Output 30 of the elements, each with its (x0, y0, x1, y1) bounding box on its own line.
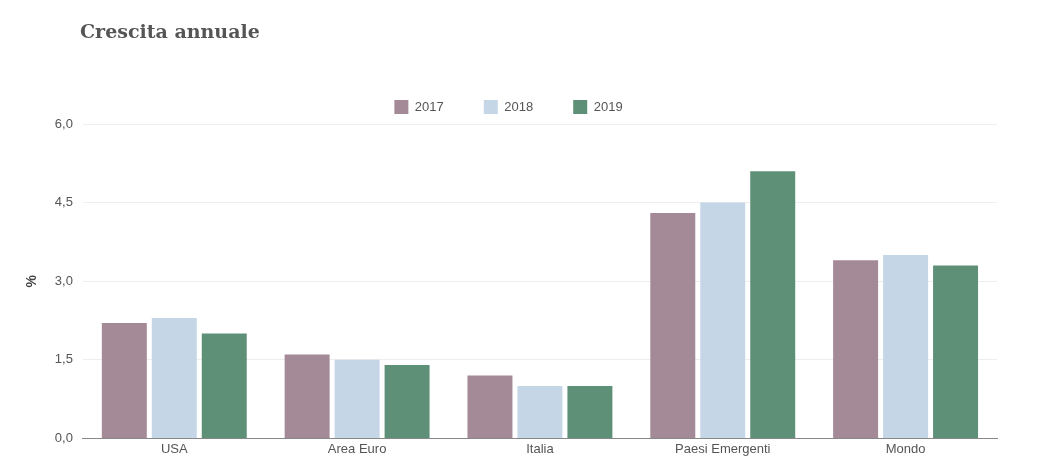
bar (101, 323, 147, 438)
bar (384, 365, 430, 438)
x-tick-label: Area Euro (327, 440, 387, 456)
bar (833, 260, 879, 438)
bar (284, 354, 330, 438)
bar (201, 333, 247, 438)
y-axis-title: % (23, 274, 40, 288)
bar (467, 375, 513, 438)
y-tick-label: 0,0 (54, 429, 73, 445)
y-tick-label: 3,0 (54, 272, 73, 288)
bar (933, 265, 979, 438)
bar (567, 386, 613, 438)
y-tick-label: 1,5 (54, 351, 73, 367)
bar (750, 171, 796, 438)
legend-label: 2017 (414, 98, 444, 114)
x-tick-label: Paesi Emergenti (675, 440, 771, 456)
bar (883, 255, 929, 438)
legend-label: 2018 (504, 98, 534, 114)
bar (650, 213, 696, 438)
bar (151, 317, 197, 438)
x-tick-label: USA (160, 440, 188, 456)
chart-title: Crescita annuale (80, 20, 260, 42)
x-tick-label: Italia (526, 440, 555, 456)
bar (700, 202, 746, 438)
x-tick-label: Mondo (885, 440, 926, 456)
bar (517, 386, 563, 438)
bar (334, 359, 380, 438)
y-tick-label: 4,5 (54, 194, 73, 210)
legend-label: 2019 (593, 98, 623, 114)
y-tick-label: 6,0 (54, 115, 73, 131)
